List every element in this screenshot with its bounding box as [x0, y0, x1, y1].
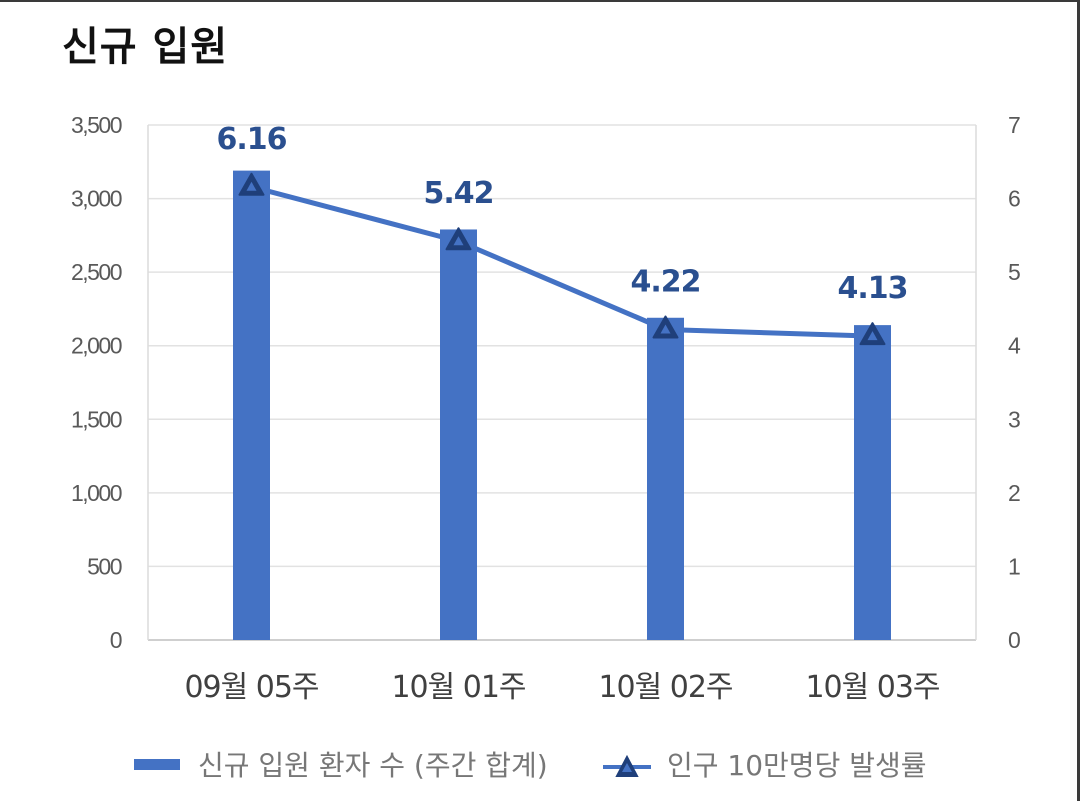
line-path [250, 184, 873, 339]
right-tick-label: 4 [1008, 333, 1021, 359]
right-tick-label: 6 [1008, 186, 1020, 212]
x-tick-label: 10월 02주 [598, 670, 732, 705]
right-tick-label: 2 [1008, 480, 1020, 506]
bar [854, 325, 891, 640]
left-tick-label: 500 [87, 553, 122, 579]
left-tick-label: 2,000 [71, 333, 122, 359]
x-tick-label: 10월 01주 [391, 670, 525, 705]
right-tick-label: 5 [1008, 259, 1020, 285]
data-label: 5.42 [423, 176, 493, 211]
top-border [0, 0, 1080, 2]
right-axis-ticks: 0 1 2 3 4 5 6 7 [1008, 112, 1023, 653]
gridlines [147, 124, 977, 641]
x-axis-ticks: 09월 05주 10월 01주 10월 02주 10월 03주 [184, 670, 940, 705]
bar [440, 229, 477, 640]
triangle-marker-inner [867, 331, 878, 341]
x-tick-label: 09월 05주 [184, 670, 318, 705]
left-tick-label: 2,500 [71, 259, 122, 285]
left-tick-label: 1,000 [71, 480, 122, 506]
left-tick-label: 3,500 [71, 112, 122, 138]
bar-series [233, 170, 891, 640]
data-label: 4.13 [837, 271, 907, 306]
right-tick-label: 0 [1008, 627, 1020, 653]
left-tick-label: 0 [110, 627, 122, 653]
x-tick-label: 10월 03주 [805, 670, 939, 705]
left-tick-label: 3,000 [71, 186, 122, 212]
triangle-marker-inner [660, 324, 671, 334]
legend: 신규 입원 환자 수 (주간 합계) 인구 10만명당 발생률 [134, 749, 927, 782]
right-tick-label: 3 [1008, 406, 1020, 432]
triangle-marker-inner [453, 236, 464, 246]
chart-title: 신규 입원 [62, 24, 229, 70]
triangle-marker-inner [246, 181, 257, 191]
left-tick-label: 1,500 [71, 406, 122, 432]
right-tick-label: 1 [1008, 553, 1020, 579]
line-series: 6.16 5.42 4.22 4.13 [216, 122, 909, 346]
legend-triangle-inner-icon [622, 763, 632, 772]
legend-line-label: 인구 10만명당 발생률 [667, 749, 927, 782]
data-label: 4.22 [630, 265, 700, 300]
legend-bar-label: 신규 입원 환자 수 (주간 합계) [198, 749, 548, 782]
left-axis-ticks: 0 500 1,000 1,500 2,000 2,500 3,000 3,500 [71, 112, 123, 653]
right-tick-label: 7 [1008, 112, 1020, 138]
legend-bar-swatch [134, 759, 180, 770]
right-border [1077, 0, 1080, 801]
bar [233, 170, 270, 640]
bar [647, 317, 684, 640]
data-label: 6.16 [216, 122, 286, 157]
